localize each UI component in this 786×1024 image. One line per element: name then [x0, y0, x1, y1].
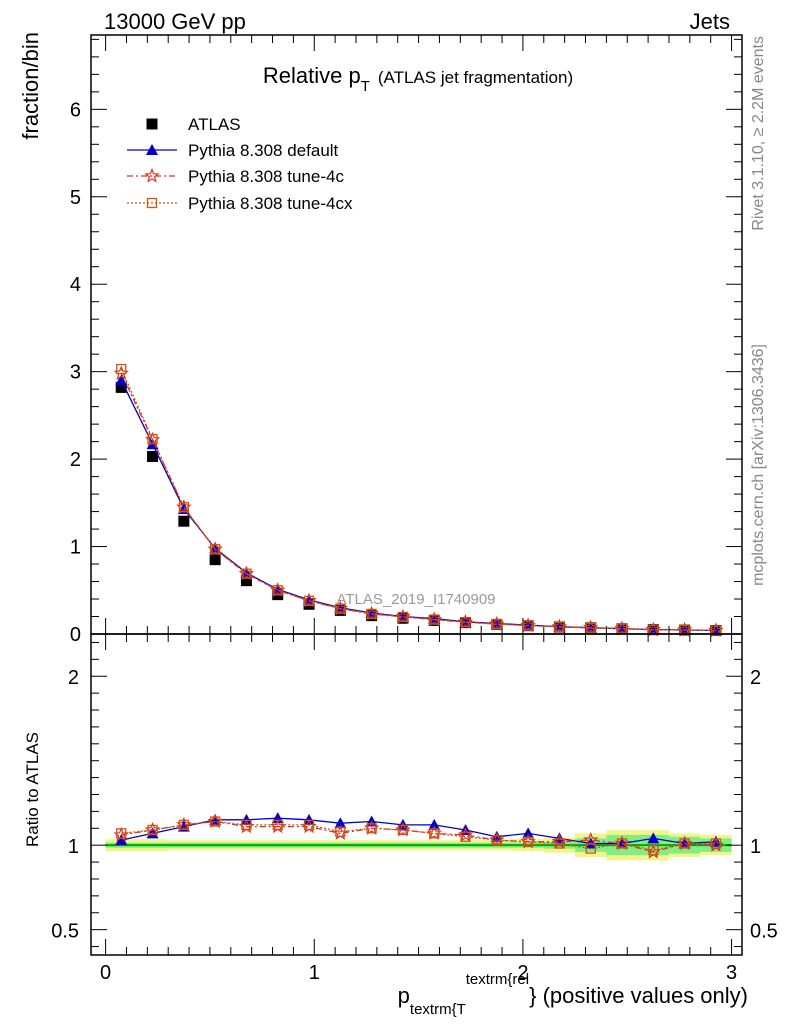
ratio-ytick-label: 0.5 — [51, 921, 79, 943]
ratio-point-triangle — [522, 827, 535, 839]
ratio-ytick-label-right: 0.5 — [750, 921, 778, 943]
data-point-open-square — [147, 433, 158, 445]
main-ytick-label: 0 — [70, 624, 81, 646]
ratio-ytick-label-right: 2 — [750, 667, 761, 689]
data-point-open-square — [585, 622, 596, 634]
ratio-point-open-square — [366, 823, 377, 834]
legend-label: Pythia 8.308 tune-4cx — [188, 194, 353, 213]
data-point-square — [115, 381, 127, 393]
mcplots-label: mcplots.cern.ch [arXiv:1306.3436] — [750, 344, 767, 586]
ratio-point-open-square — [491, 834, 502, 846]
header-left: 13000 GeV pp — [104, 9, 246, 34]
data-point-open-square — [554, 621, 565, 633]
ratio-ytick-label: 1 — [68, 836, 79, 858]
x-tick-label: 0 — [100, 962, 111, 984]
ratio-point-open-square — [710, 838, 722, 849]
rivet-label: Rivet 3.1.10, ≥ 2.2M events — [750, 36, 767, 231]
main-ytick-label: 5 — [70, 187, 81, 209]
ratio-point-open-square — [147, 824, 158, 836]
data-point-square — [147, 450, 159, 462]
data-point-open-square — [303, 595, 315, 606]
ratio-point-open-square — [522, 836, 534, 847]
data-point-open-square — [178, 502, 190, 513]
ratio-point-open-square — [272, 819, 283, 831]
legend-marker-square — [146, 118, 158, 130]
ratio-point-star — [582, 831, 599, 847]
legend: ATLAS Pythia 8.308 default Pythia 8.308 tu… — [127, 115, 353, 213]
analysis-watermark: ATLAS_2019_I1740909 — [336, 591, 495, 608]
data-point-open-square — [335, 603, 346, 614]
ratio-point-open-square — [554, 838, 565, 849]
legend-label: Pythia 8.308 default — [188, 141, 339, 160]
legend-label: ATLAS — [188, 115, 241, 134]
x-tick-label: 1 — [309, 962, 320, 984]
ratio-point-open-square — [679, 838, 690, 849]
data-point-open-square — [116, 363, 127, 375]
ratio-point-open-square — [303, 819, 315, 831]
title-main: Relative p — [263, 63, 361, 88]
main-ytick-label: 1 — [70, 537, 81, 559]
data-point-square — [240, 575, 252, 587]
ratio-point-triangle — [428, 818, 441, 830]
xlabel-superscript: textrm{rel — [466, 971, 529, 988]
data-point-open-square — [522, 620, 534, 631]
data-point-open-square — [209, 544, 221, 555]
ratio-point-open-square — [429, 828, 440, 839]
ratio-line-2 — [121, 820, 716, 853]
xlabel-subscript: textrm{T — [410, 1001, 466, 1018]
series-line-3 — [120, 368, 716, 632]
ratio-point-open-square — [209, 816, 221, 827]
data-point-square — [178, 515, 190, 527]
legend-marker-open-square — [146, 197, 158, 209]
x-tick-label: 3 — [726, 962, 737, 984]
main-ytick-label: 3 — [70, 362, 81, 384]
main-ytick-label: 2 — [70, 449, 81, 471]
main-ylabel: fraction/bin — [18, 32, 43, 140]
title-note: (ATLAS jet fragmentation) — [378, 68, 573, 87]
data-point-open-square — [429, 614, 440, 625]
data-point-open-square — [241, 568, 252, 579]
ratio-point-open-square — [116, 828, 127, 839]
data-point-open-square — [366, 608, 377, 620]
data-point-open-square — [491, 619, 502, 630]
ratio-plot-area: 0.5 0.5 1 1 2 2 0 1 2 3 — [51, 634, 778, 984]
legend-label: Pythia 8.308 tune-4c — [188, 167, 344, 186]
legend-marker-star — [144, 167, 160, 183]
ratio-point-open-square — [335, 826, 346, 837]
ratio-point-triangle — [115, 834, 128, 846]
ratio-point-open-square — [648, 845, 659, 856]
chart-title: Relative pT (ATLAS jet fragmentation) — [263, 63, 573, 95]
data-point-square — [209, 554, 221, 566]
data-point-open-square — [460, 617, 471, 628]
title-subscript: T — [361, 78, 370, 95]
header-right: Jets — [690, 9, 730, 34]
main-ytick-label: 6 — [70, 99, 81, 121]
ratio-point-open-square — [241, 819, 252, 831]
ratio-point-open-square — [178, 819, 190, 831]
ratio-plot-frame — [90, 633, 743, 956]
main-plot-area: 0 1 2 3 4 5 6 — [70, 35, 742, 646]
data-point-triangle — [115, 374, 128, 386]
ratio-point-open-square — [460, 831, 471, 842]
xlabel-tail: } (positive values only) — [529, 983, 748, 1008]
ratio-ytick-label-right: 1 — [750, 836, 761, 858]
x-axis-label: ptextrm{Ttextrm{rel} (positive values on… — [398, 971, 748, 1018]
ratio-point-open-square — [397, 824, 409, 836]
data-point-open-square — [616, 623, 628, 634]
ratio-point-triangle — [553, 832, 566, 844]
ratio-ylabel: Ratio to ATLAS — [23, 732, 42, 847]
ratio-point-triangle — [334, 817, 347, 829]
main-ytick-label: 4 — [70, 274, 81, 296]
data-point-open-square — [272, 585, 283, 596]
ratio-point-open-square — [616, 838, 628, 849]
data-point-open-square — [710, 625, 722, 636]
legend-marker-triangle — [146, 144, 158, 155]
xlabel-main: p — [398, 983, 410, 1008]
ratio-point-open-square — [585, 843, 596, 854]
data-point-open-square — [397, 611, 409, 623]
ratio-point-triangle — [647, 832, 660, 844]
ratio-ytick-label: 2 — [68, 667, 79, 689]
x-tick-label: 2 — [517, 962, 528, 984]
